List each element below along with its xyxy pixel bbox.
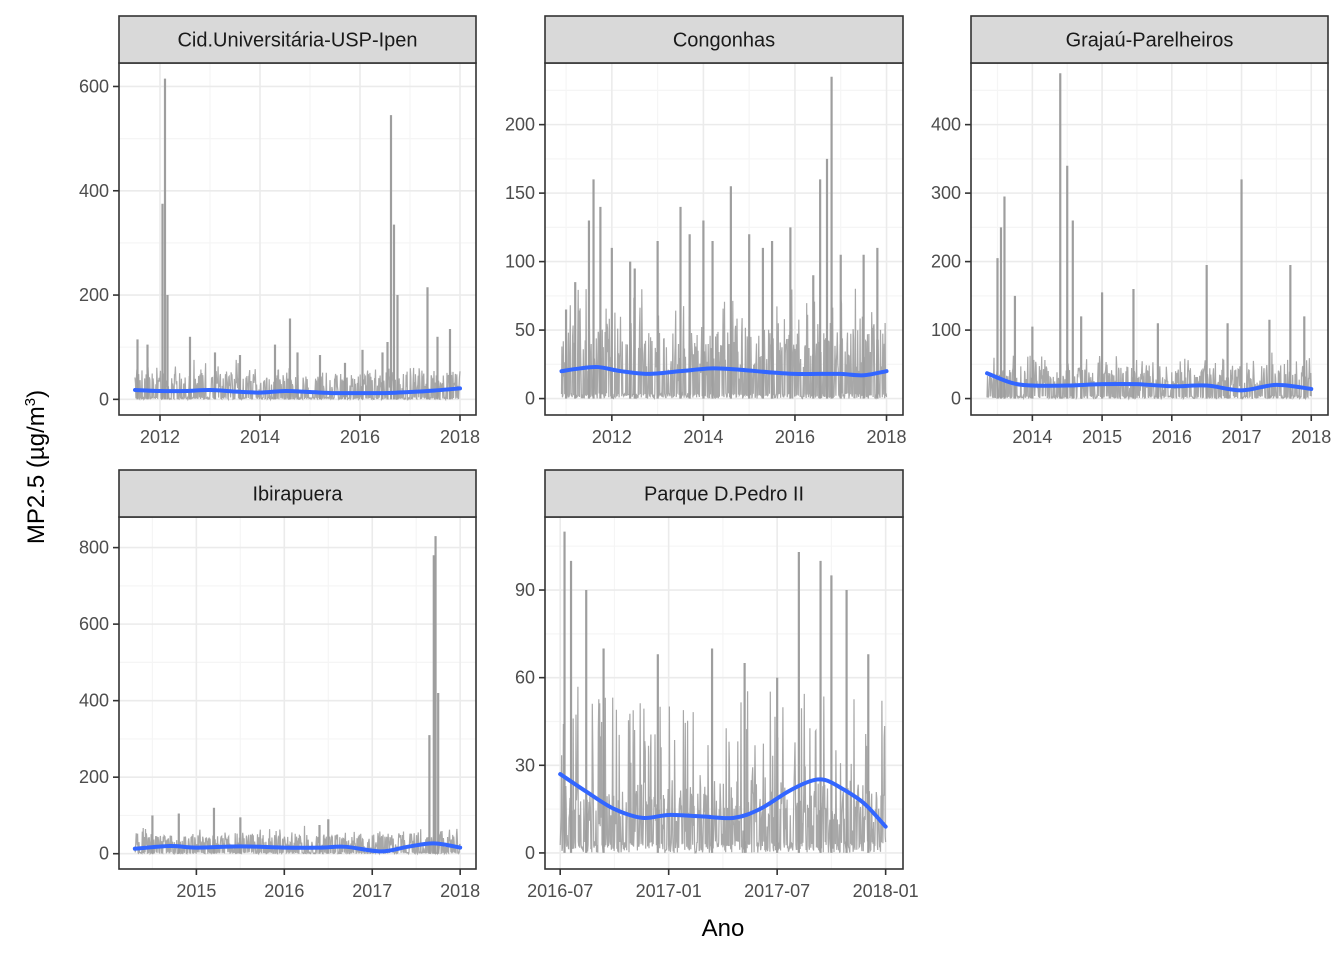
x-tick-label: 2017 — [352, 881, 392, 901]
y-tick-label: 200 — [79, 285, 109, 305]
y-tick-label: 0 — [99, 844, 109, 864]
raw-series-line — [986, 352, 1312, 401]
x-tick-label: 2016-07 — [527, 881, 593, 901]
y-tick-label: 150 — [505, 183, 535, 203]
panel-cid-universitaria-usp-ipen: Cid.Universitária-USP-Ipen 0 200 400 600 2012… — [79, 15, 480, 447]
x-tick-label: 2018 — [440, 427, 480, 447]
x-tick-label: 2017-07 — [744, 881, 810, 901]
facet-strip — [118, 15, 477, 64]
x-tick-label: 2018-01 — [853, 881, 919, 901]
x-tick-label: 2017 — [1222, 427, 1262, 447]
x-tick-label: 2014 — [683, 427, 723, 447]
x-tick-label: 2014 — [1012, 427, 1052, 447]
y-tick-label: 200 — [931, 252, 961, 272]
smooth-trend-line — [132, 841, 463, 854]
y-tick-label: 200 — [505, 115, 535, 135]
x-tick-label: 2012 — [592, 427, 632, 447]
facet-strip — [118, 469, 477, 518]
x-tick-label: 2015 — [1082, 427, 1122, 447]
panel-border — [970, 62, 1329, 416]
facet-title: Ibirapuera — [252, 484, 343, 506]
y-tick-label: 0 — [99, 389, 109, 409]
panel-border — [118, 516, 477, 870]
y-tick-label: 90 — [515, 580, 535, 600]
y-tick-label: 100 — [505, 252, 535, 272]
x-tick-label: 2016 — [775, 427, 815, 447]
y-tick-label: 600 — [79, 614, 109, 634]
x-tick-label: 2014 — [240, 427, 280, 447]
x-tick-label: 2017-01 — [636, 881, 702, 901]
smooth-trend-line — [133, 386, 462, 396]
y-tick-label: 400 — [79, 691, 109, 711]
y-tick-label: 60 — [515, 668, 535, 688]
y-tick-label: 30 — [515, 755, 535, 775]
x-tick-label: 2012 — [140, 427, 180, 447]
x-axis-title: Ano — [702, 915, 745, 942]
y-tick-label: 300 — [931, 183, 961, 203]
smooth-trend-line — [985, 371, 1314, 393]
facet-panels: Cid.Universitária-USP-Ipen02004006002012… — [79, 15, 1331, 901]
x-tick-label: 2016 — [340, 427, 380, 447]
panel-grajau-parelheiros: Grajaú-Parelheiros 0 100 200 300 400 2014 2015 2… — [931, 15, 1331, 447]
x-tick-label: 2016 — [264, 881, 304, 901]
y-tick-label: 800 — [79, 538, 109, 558]
x-tick-label: 2016 — [1152, 427, 1192, 447]
y-tick-label: 0 — [525, 389, 535, 409]
y-tick-label: 0 — [951, 389, 961, 409]
facet-title: Congonhas — [673, 30, 775, 52]
facet-title: Cid.Universitária-USP-Ipen — [177, 30, 417, 52]
panel-congonhas: Congonhas 0 50 100 150 200 2012 2014 2016 2018 — [505, 15, 907, 447]
smooth-trend-line — [559, 364, 889, 378]
facet-title: Parque D.Pedro II — [644, 484, 804, 506]
facet-strip — [544, 15, 904, 64]
facet-strip — [970, 15, 1329, 64]
smooth-trend-line — [558, 772, 888, 829]
y-tick-label: 50 — [515, 320, 535, 340]
y-tick-label: 200 — [79, 767, 109, 787]
x-tick-label: 2018 — [866, 427, 906, 447]
y-axis-title: MP2.5 (µg/m3) — [22, 390, 50, 544]
x-tick-label: 2018 — [1291, 427, 1331, 447]
x-tick-label: 2018 — [440, 881, 480, 901]
y-tick-label: 400 — [931, 115, 961, 135]
y-tick-label: 0 — [525, 843, 535, 863]
panel-parque-d-pedro-ii: Parque D.Pedro II 0 30 60 90 2016-07 2017-01 20… — [515, 469, 919, 901]
raw-series-line — [560, 288, 888, 400]
facet-title: Grajaú-Parelheiros — [1066, 30, 1234, 52]
x-tick-label: 2015 — [176, 881, 216, 901]
y-tick-label: 100 — [931, 320, 961, 340]
panel-ibirapuera: Ibirapuera 0 200 400 600 800 2015 2016 2017 2018 — [79, 469, 480, 901]
facet-strip — [544, 469, 904, 518]
y-tick-label: 400 — [79, 181, 109, 201]
y-tick-label: 600 — [79, 76, 109, 96]
